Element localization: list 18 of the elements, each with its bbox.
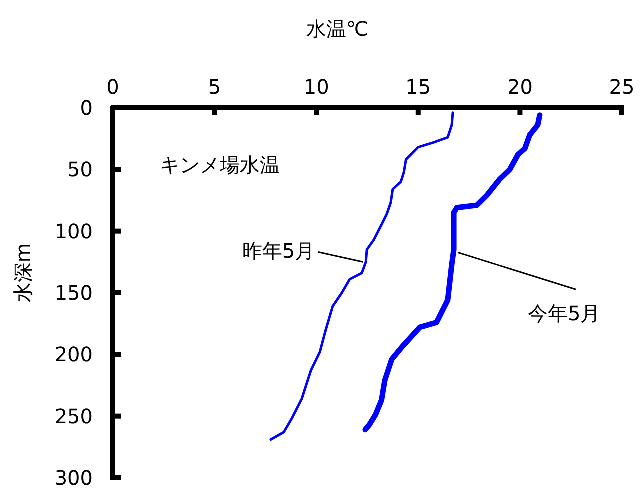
y-axis-title: 水深m (11, 243, 35, 303)
y-tick-label: 200 (54, 342, 93, 367)
x-tick-label: 10 (304, 75, 330, 99)
annotation: キンメ場水温 (160, 153, 280, 177)
y-tick-label: 0 (80, 96, 93, 120)
y-tick-label: 150 (54, 281, 93, 305)
x-tick-label: 25 (609, 75, 635, 99)
y-tick-label: 100 (54, 219, 93, 244)
x-tick-label: 5 (208, 75, 222, 99)
y-tick-label: 300 (54, 466, 93, 490)
y-tick-label: 50 (68, 158, 93, 182)
x-tick-label: 20 (507, 75, 533, 99)
series-label: 昨年5月 (242, 239, 316, 264)
text: 今年5月 (528, 302, 601, 326)
y-tick-label: 250 (54, 404, 93, 428)
x-tick-label: 0 (106, 75, 120, 99)
x-tick-label: 15 (406, 75, 432, 99)
x-axis-title: 水温℃ (306, 17, 369, 41)
